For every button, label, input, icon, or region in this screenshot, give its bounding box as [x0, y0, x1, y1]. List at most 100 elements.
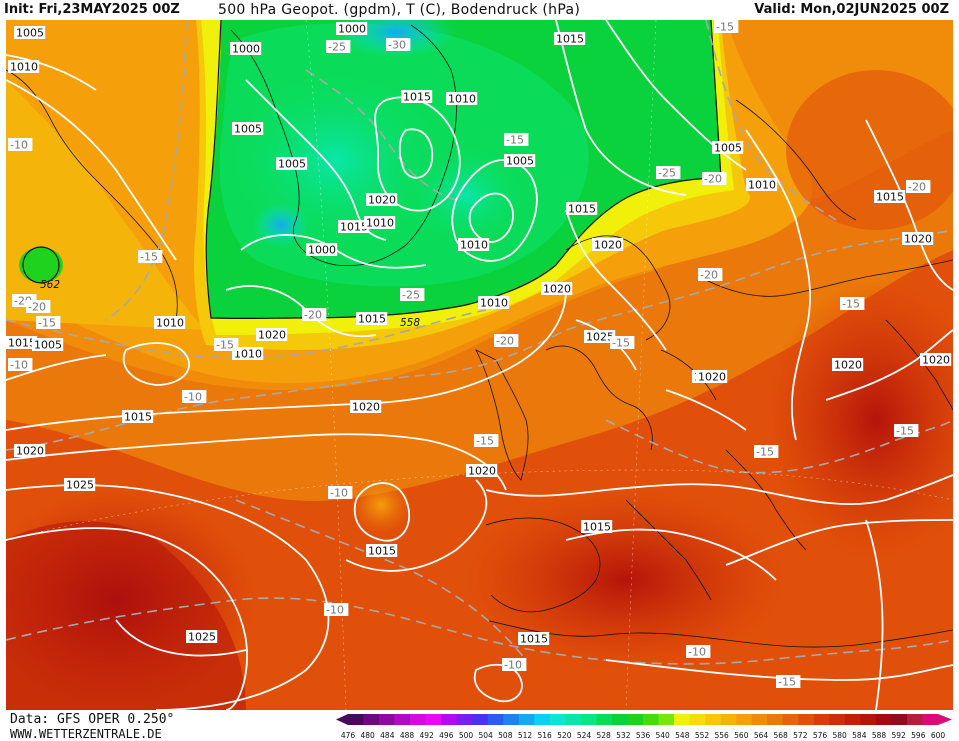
pressure-label-text: 1015 [124, 411, 152, 424]
scale-level-label: 580 [833, 731, 848, 740]
scale-level-label: 536 [636, 731, 651, 740]
pressure-label: 1010 [446, 92, 478, 106]
temperature-label-text: -15 [716, 21, 734, 34]
pressure-label-text: 1020 [904, 233, 932, 246]
pressure-label: 1020 [466, 464, 498, 478]
temperature-label: -15 [754, 445, 779, 459]
pressure-label-text: 1005 [714, 142, 742, 155]
scale-swatch [611, 714, 628, 725]
init-time-label: Init: Fri,23MAY2025 00Z [4, 2, 180, 17]
scale-swatch [782, 714, 799, 725]
temperature-label: -10 [182, 390, 207, 404]
scale-level-label: 504 [479, 731, 494, 740]
pressure-label: 1015 [566, 202, 598, 216]
scale-level-label: 492 [420, 731, 435, 740]
graticule [6, 20, 953, 710]
pressure-label-text: 1015 [556, 33, 584, 46]
scale-level-label: 584 [852, 731, 867, 740]
temperature-label: -10 [328, 486, 353, 500]
pressure-label-text: 1020 [468, 465, 496, 478]
scale-swatch [487, 714, 504, 725]
temperature-label-text: -10 [688, 646, 706, 659]
pressure-label: 1005 [712, 141, 744, 155]
pressure-label: 1005 [32, 338, 64, 352]
scale-level-label: 528 [597, 731, 612, 740]
temperature-label-text: -10 [330, 487, 348, 500]
temperature-label-text: -10 [10, 139, 28, 152]
pressure-label-text: 1010 [460, 239, 488, 252]
scale-swatch [627, 714, 644, 725]
pressure-label-text: 1015 [403, 91, 431, 104]
pressure-label-text: 1005 [506, 155, 534, 168]
pressure-label: 1015 [554, 32, 586, 46]
scale-level-label: 540 [656, 731, 671, 740]
scale-swatch [860, 714, 877, 725]
scale-swatch [798, 714, 815, 725]
temperature-label: -10 [8, 138, 33, 152]
temperature-label: -10 [686, 645, 711, 659]
temperature-label-text: -10 [184, 391, 202, 404]
scale-level-label: 592 [892, 731, 907, 740]
pressure-label: 1010 [154, 316, 186, 330]
scale-swatch [580, 714, 597, 725]
temperature-label: -15 [504, 133, 529, 147]
pressure-label: 1025 [186, 630, 218, 644]
temperature-label-text: -15 [778, 676, 796, 689]
scale-swatch [813, 714, 830, 725]
website-label: WWW.WETTERZENTRALE.DE [10, 727, 162, 741]
pressure-label: 1000 [336, 22, 368, 36]
scale-swatch [425, 714, 442, 725]
scale-level-label: 552 [695, 731, 710, 740]
scale-level-label: 500 [459, 731, 474, 740]
chart-title: 500 hPa Geopot. (gpdm), T (C), Bodendruc… [218, 2, 581, 18]
geopotential-label: 558 [400, 317, 420, 329]
scale-swatch [363, 714, 380, 725]
scale-level-label: 588 [872, 731, 887, 740]
temperature-label: -15 [138, 250, 163, 264]
scale-swatch [736, 714, 752, 725]
temperature-label-text: -20 [908, 181, 926, 194]
temperature-label: -25 [656, 166, 681, 180]
coastlines [6, 24, 953, 648]
temperature-label-text: -20 [700, 269, 718, 282]
scale-swatch [379, 714, 395, 725]
temperature-label-text: -15 [506, 134, 524, 147]
scale-swatch [658, 714, 675, 725]
pressure-label-text: 1010 [366, 217, 394, 230]
pressure-label-text: 1000 [338, 23, 366, 36]
temperature-label: -15 [840, 297, 865, 311]
pressure-label: 1020 [350, 400, 382, 414]
pressure-label: 1000 [230, 42, 262, 56]
scale-level-label: 532 [616, 731, 631, 740]
scale-swatch [643, 714, 659, 725]
pressure-label: 1015 [401, 90, 433, 104]
pressure-label: 1020 [366, 193, 398, 207]
valid-time-label: Valid: Mon,02JUN2025 00Z [754, 2, 949, 17]
pressure-label: 1015 [518, 632, 550, 646]
pressure-label-text: 1005 [278, 158, 306, 171]
scale-level-label: 548 [675, 731, 690, 740]
scale-swatch [829, 714, 846, 725]
pressure-label-text: 1000 [232, 43, 260, 56]
temperature-label-text: -20 [28, 301, 46, 314]
pressure-label: 1000 [306, 243, 338, 257]
pressure-label-text: 1020 [543, 283, 571, 296]
temperature-label: -20 [698, 268, 723, 282]
temperature-label: -15 [714, 20, 739, 34]
temperature-label: -25 [400, 288, 425, 302]
data-source-label: Data: GFS OPER 0.250° [10, 712, 175, 727]
pressure-label: 1020 [902, 232, 934, 246]
pressure-label: 1005 [232, 122, 264, 136]
scale-swatch [518, 714, 535, 725]
pressure-label: 1010 [364, 216, 396, 230]
scale-level-label: 520 [557, 731, 572, 740]
temperature-label: -30 [386, 38, 411, 52]
scale-level-label: 524 [577, 731, 592, 740]
temperature-label-text: -20 [496, 335, 514, 348]
temperature-label: -10 [502, 658, 527, 672]
pressure-label: 1005 [504, 154, 536, 168]
temperature-label-text: -15 [756, 446, 774, 459]
pressure-label: 1020 [14, 444, 46, 458]
pressure-label: 1015 [874, 190, 906, 204]
